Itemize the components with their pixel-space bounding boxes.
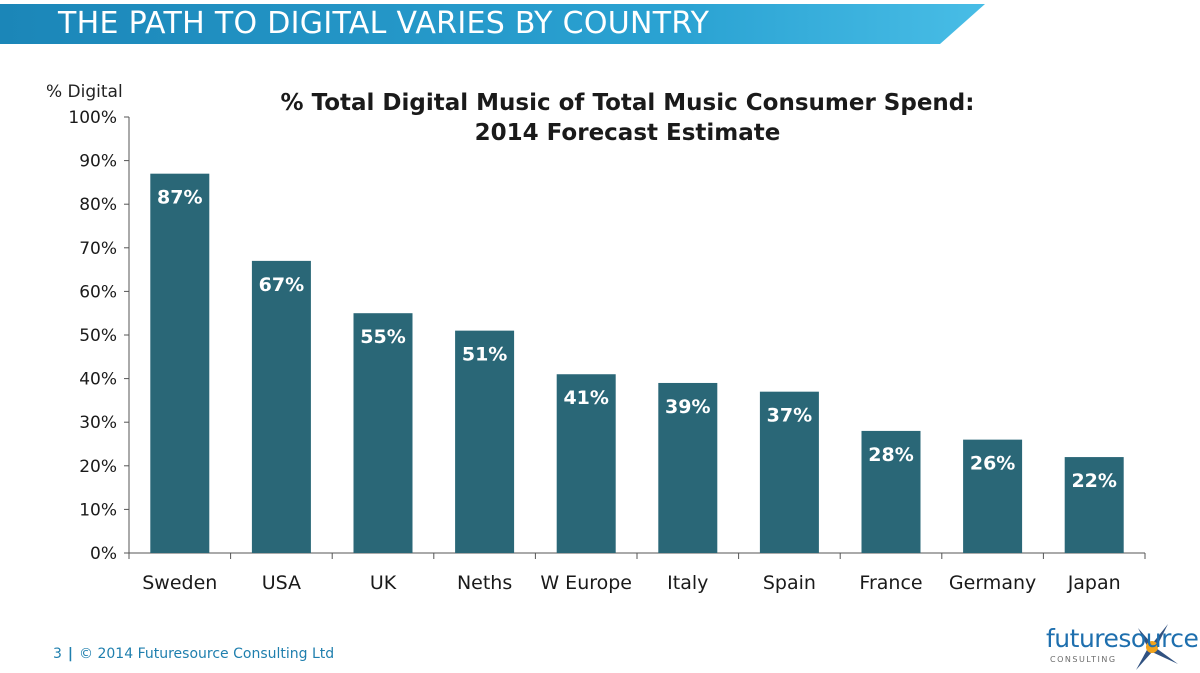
bar [251, 260, 311, 553]
x-tick-label: Germany [949, 572, 1036, 594]
bar [150, 173, 210, 553]
y-tick-label: 0% [90, 544, 117, 564]
y-tick-label: 50% [79, 326, 117, 346]
x-tick-label: USA [262, 572, 301, 594]
logo-subtitle: CONSULTING [1050, 655, 1117, 664]
x-tick-label: France [859, 572, 922, 594]
bar-data-label: 67% [259, 274, 304, 296]
slide-title: THE PATH TO DIGITAL VARIES BY COUNTRY [58, 6, 710, 41]
logo-wordmark: futuresource [1046, 624, 1199, 653]
bar-data-label: 41% [563, 387, 608, 409]
x-tick-label: Italy [667, 572, 708, 594]
y-tick-label: 10% [79, 500, 117, 520]
y-tick-label: 30% [79, 413, 117, 433]
bar [455, 330, 515, 553]
x-tick-label: W Europe [540, 572, 632, 594]
bar-data-label: 55% [360, 326, 405, 348]
bar [1064, 457, 1124, 553]
x-tick-label: Japan [1067, 572, 1121, 594]
x-tick-label: Sweden [142, 572, 217, 594]
bar-data-label: 37% [767, 405, 812, 427]
bar-data-label: 26% [970, 453, 1015, 475]
x-tick-label: Neths [457, 572, 512, 594]
y-tick-label: 80% [79, 195, 117, 215]
footer-separator: | [67, 646, 74, 662]
chart-title: % Total Digital Music of Total Music Con… [260, 88, 995, 148]
copyright-text: © 2014 Futuresource Consulting Ltd [79, 646, 335, 662]
page-number: 3 [53, 646, 62, 662]
chart-title-line-2: 2014 Forecast Estimate [474, 120, 781, 146]
bar [556, 374, 616, 553]
y-tick-label: 60% [79, 282, 117, 302]
bar [861, 430, 921, 553]
bar [353, 313, 413, 553]
footer: 3 | © 2014 Futuresource Consulting Ltd [53, 646, 334, 662]
x-tick-label: Spain [763, 572, 816, 594]
y-tick-label: 90% [79, 152, 117, 172]
bar-data-label: 39% [665, 396, 710, 418]
bar-data-label: 22% [1071, 470, 1116, 492]
logo-star-icon [1136, 624, 1178, 670]
title-banner [0, 4, 985, 44]
y-tick-label: 100% [68, 108, 117, 128]
futuresource-logo: futuresource CONSULTING [1038, 620, 1200, 673]
bar-data-label: 51% [462, 344, 507, 366]
chart-title-line-1: % Total Digital Music of Total Music Con… [280, 90, 975, 116]
y-axis-label: % Digital [46, 82, 123, 102]
y-tick-label: 70% [79, 239, 117, 259]
bar-data-label: 28% [868, 444, 913, 466]
x-tick-label: UK [370, 572, 397, 594]
bar [658, 382, 718, 553]
bar [963, 439, 1023, 553]
bar-data-label: 87% [157, 187, 202, 209]
y-tick-label: 20% [79, 457, 117, 477]
y-tick-label: 40% [79, 370, 117, 390]
bar [759, 391, 819, 553]
